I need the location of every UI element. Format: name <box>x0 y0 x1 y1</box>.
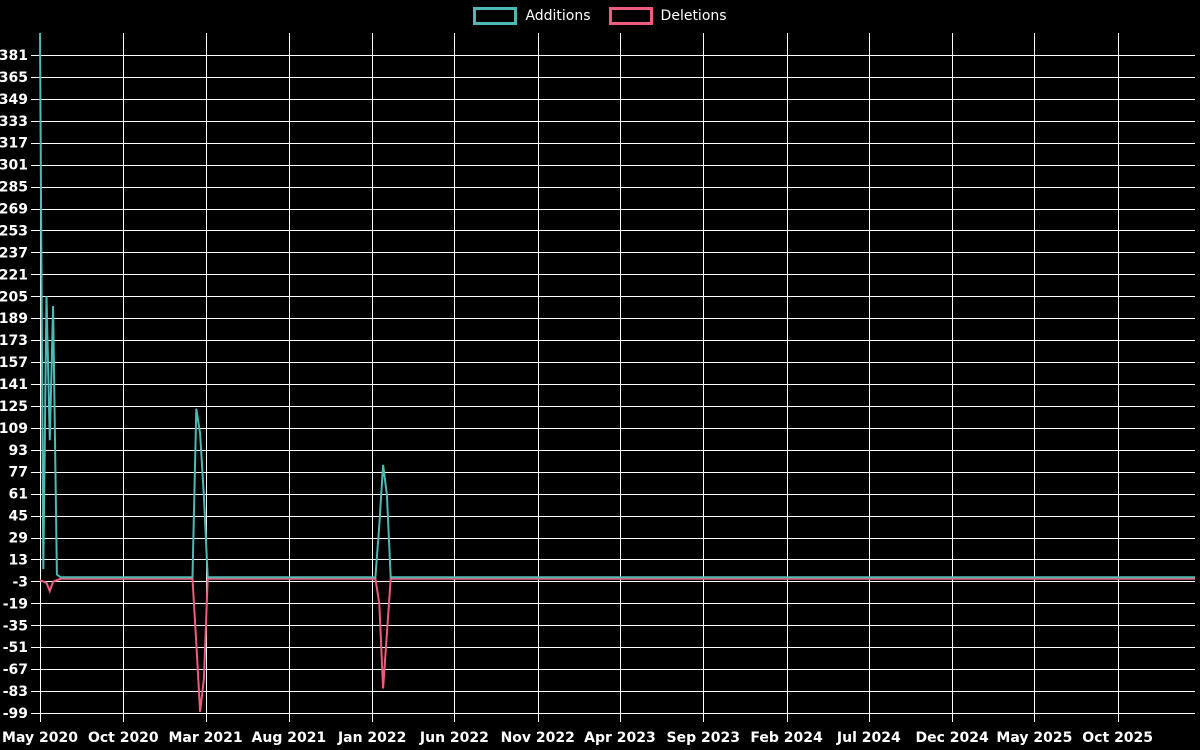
y-tick-label: -51 <box>3 640 28 656</box>
legend-label-additions: Additions <box>525 8 591 24</box>
y-tick-label: 29 <box>9 531 28 547</box>
y-tick-label: 77 <box>9 465 28 481</box>
y-tick-label: -83 <box>3 684 28 700</box>
x-tick-label: Jul 2024 <box>836 730 901 746</box>
y-tick-label: 349 <box>0 92 28 108</box>
y-tick-label: 109 <box>0 421 28 437</box>
y-tick-label: -19 <box>3 596 28 612</box>
y-tick-label: 301 <box>0 158 28 174</box>
y-tick-label: 125 <box>0 399 28 415</box>
y-tick-label: 333 <box>0 114 28 130</box>
y-tick-label: -35 <box>3 618 28 634</box>
x-tick-label: Oct 2025 <box>1082 730 1153 746</box>
x-tick-label: Oct 2020 <box>88 730 159 746</box>
y-tick-label: -99 <box>3 706 28 722</box>
legend-item-additions[interactable]: Additions <box>473 7 591 25</box>
x-tick-label: Mar 2021 <box>168 730 242 746</box>
y-tick-label: 221 <box>0 267 28 283</box>
y-tick-label: 205 <box>0 289 28 305</box>
y-tick-label: 93 <box>9 443 28 459</box>
y-tick-label: 381 <box>0 48 28 64</box>
x-tick-label: Nov 2022 <box>501 730 575 746</box>
legend-item-deletions[interactable]: Deletions <box>608 7 727 25</box>
y-tick-label: -67 <box>3 662 28 678</box>
additions-swatch-icon <box>473 7 518 25</box>
x-tick-label: Feb 2024 <box>750 730 823 746</box>
y-tick-label: 189 <box>0 311 28 327</box>
y-tick-label: 269 <box>0 202 28 218</box>
y-tick-label: -3 <box>12 574 28 590</box>
y-tick-label: 141 <box>0 377 28 393</box>
x-tick-label: May 2025 <box>996 730 1072 746</box>
deletions-swatch-icon <box>608 7 653 25</box>
x-tick-label: Aug 2021 <box>252 730 327 746</box>
x-tick-label: Apr 2023 <box>584 730 656 746</box>
y-tick-label: 45 <box>9 509 28 525</box>
y-tick-label: 61 <box>9 487 28 503</box>
y-tick-label: 285 <box>0 180 28 196</box>
y-tick-label: 13 <box>9 552 28 568</box>
y-tick-label: 365 <box>0 70 28 86</box>
x-tick-label: Jun 2022 <box>419 730 489 746</box>
x-axis-labels: May 2020 Oct 2020 Mar 2021 Aug 2021 Jan 2022… <box>2 730 1153 746</box>
x-tick-label: Dec 2024 <box>915 730 989 746</box>
y-tick-label: 253 <box>0 223 28 239</box>
legend-label-deletions: Deletions <box>660 8 727 24</box>
y-axis-labels: 381 365 349 333 317 301 285 269 253 237 221 205 189 1… <box>0 48 28 722</box>
additions-line <box>39 33 1195 579</box>
y-tick-label: 317 <box>0 136 28 152</box>
gridlines <box>31 33 1195 722</box>
y-tick-label: 237 <box>0 245 28 261</box>
deletions-line <box>39 577 1195 712</box>
x-tick-label: Jan 2022 <box>337 730 406 746</box>
chart-legend: Additions Deletions <box>0 7 1200 25</box>
x-tick-label: May 2020 <box>2 730 78 746</box>
y-tick-label: 157 <box>0 355 28 371</box>
y-tick-label: 173 <box>0 333 28 349</box>
x-tick-label: Sep 2023 <box>667 730 740 746</box>
